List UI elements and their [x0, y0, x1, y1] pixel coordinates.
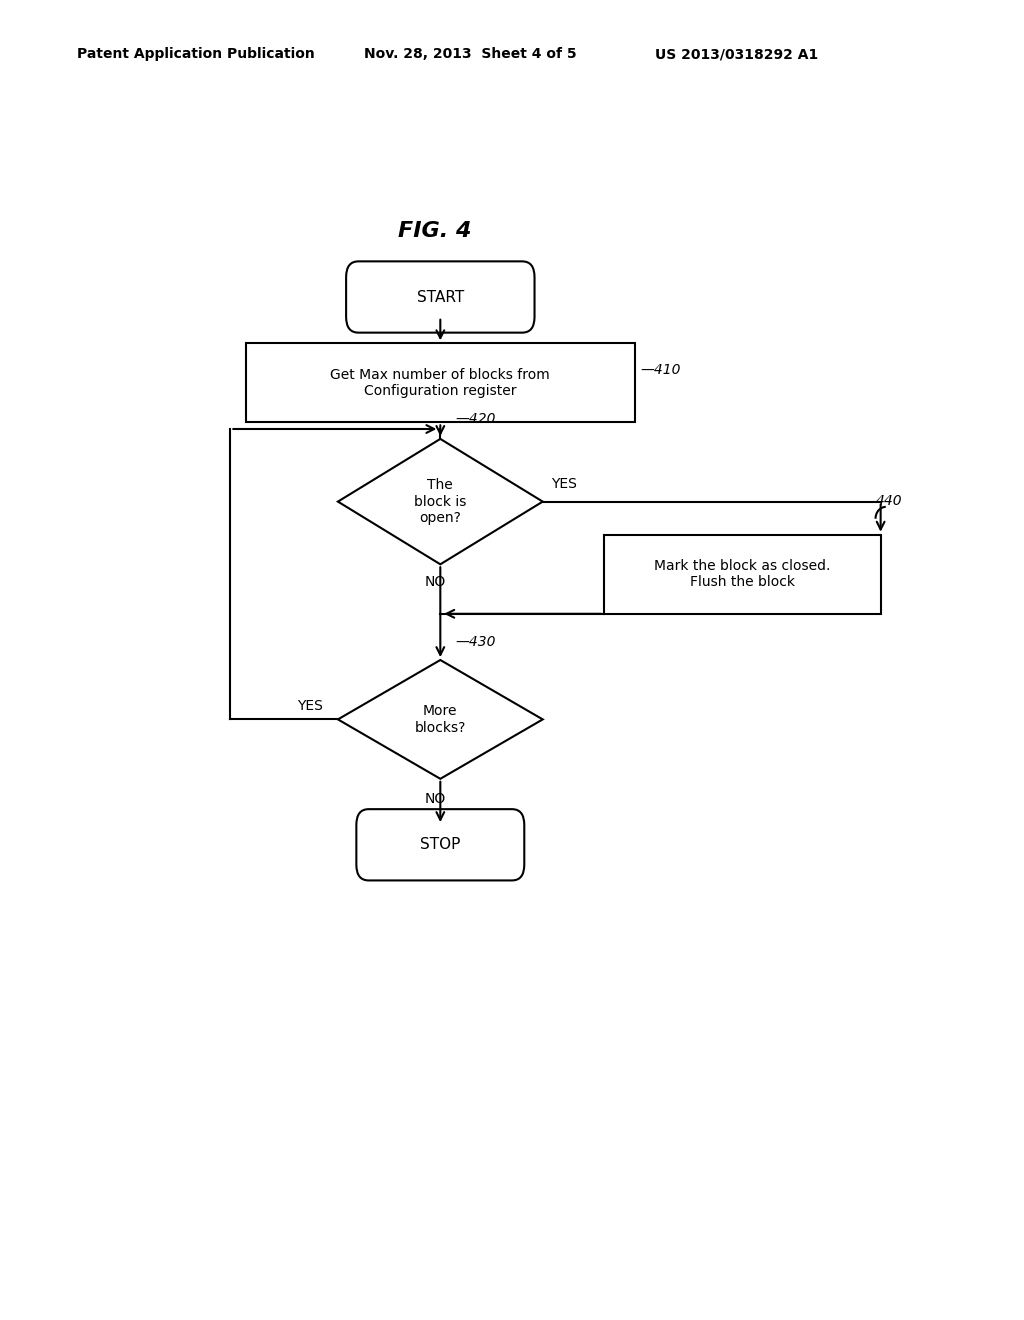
- Bar: [246, 343, 635, 422]
- Text: —420: —420: [456, 412, 497, 425]
- FancyBboxPatch shape: [356, 809, 524, 880]
- Text: Nov. 28, 2013  Sheet 4 of 5: Nov. 28, 2013 Sheet 4 of 5: [364, 48, 577, 61]
- Polygon shape: [338, 438, 543, 565]
- Text: Patent Application Publication: Patent Application Publication: [77, 48, 314, 61]
- Text: START: START: [417, 289, 464, 305]
- Text: Get Max number of blocks from
Configuration register: Get Max number of blocks from Configurat…: [331, 368, 550, 397]
- Polygon shape: [338, 660, 543, 779]
- Text: More
blocks?: More blocks?: [415, 705, 466, 734]
- Text: Mark the block as closed.
Flush the block: Mark the block as closed. Flush the bloc…: [654, 560, 830, 589]
- Text: NO: NO: [425, 576, 445, 589]
- Text: —430: —430: [456, 635, 497, 649]
- Text: YES: YES: [297, 700, 323, 713]
- Text: STOP: STOP: [420, 837, 461, 853]
- Bar: [604, 535, 881, 614]
- Text: NO: NO: [425, 792, 445, 807]
- Text: —410: —410: [640, 363, 681, 376]
- Text: US 2013/0318292 A1: US 2013/0318292 A1: [655, 48, 818, 61]
- Text: FIG. 4: FIG. 4: [398, 220, 472, 242]
- FancyBboxPatch shape: [346, 261, 535, 333]
- Text: YES: YES: [551, 477, 577, 491]
- Text: The
block is
open?: The block is open?: [414, 478, 467, 525]
- Text: 440: 440: [876, 494, 902, 508]
